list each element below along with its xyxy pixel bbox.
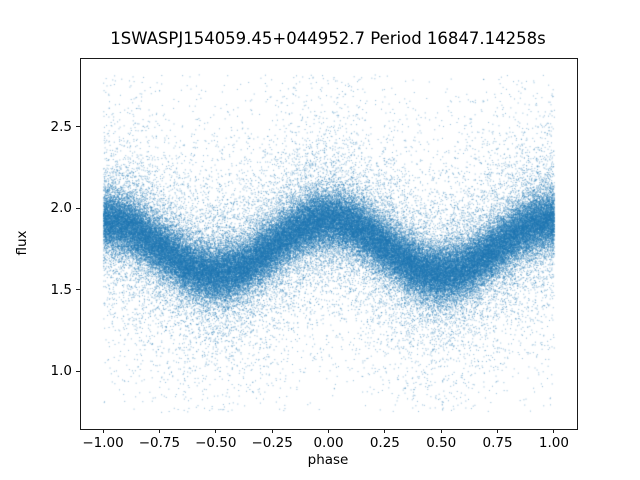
plot-area [80, 58, 578, 430]
x-tick-label: −0.25 [251, 435, 293, 451]
x-tick-label: 0.25 [369, 435, 400, 451]
y-tick-label: 2.5 [50, 118, 72, 135]
x-tick-label: 0.00 [313, 435, 344, 451]
x-tick-label: 0.75 [482, 435, 513, 451]
x-tick-mark [271, 429, 273, 433]
chart-title: 1SWASPJ154059.45+044952.7 Period 16847.1… [110, 29, 546, 48]
x-tick-mark [158, 429, 160, 433]
x-tick-mark [440, 429, 442, 433]
scatter-points-canvas [81, 59, 577, 429]
y-tick-label: 2.0 [50, 200, 72, 217]
x-tick-label: −0.50 [195, 435, 237, 451]
y-tick-mark [76, 126, 80, 128]
x-tick-mark [553, 429, 555, 433]
x-tick-mark [328, 429, 329, 433]
x-tick-mark [497, 429, 499, 433]
x-tick-mark [102, 429, 104, 433]
y-tick-label: 1.5 [50, 281, 72, 298]
y-tick-mark [76, 207, 80, 209]
y-tick-label: 1.0 [50, 363, 72, 380]
x-tick-mark [384, 429, 386, 433]
x-tick-label: −0.75 [138, 435, 181, 451]
x-tick-label: 1.00 [538, 435, 569, 451]
y-axis-label: flux [14, 230, 30, 256]
y-tick-mark [76, 289, 80, 291]
y-tick-mark [76, 370, 80, 372]
x-tick-mark [215, 429, 217, 433]
x-tick-label: −1.00 [82, 435, 124, 451]
x-tick-label: 0.50 [426, 435, 457, 451]
x-axis-label: phase [307, 452, 349, 468]
